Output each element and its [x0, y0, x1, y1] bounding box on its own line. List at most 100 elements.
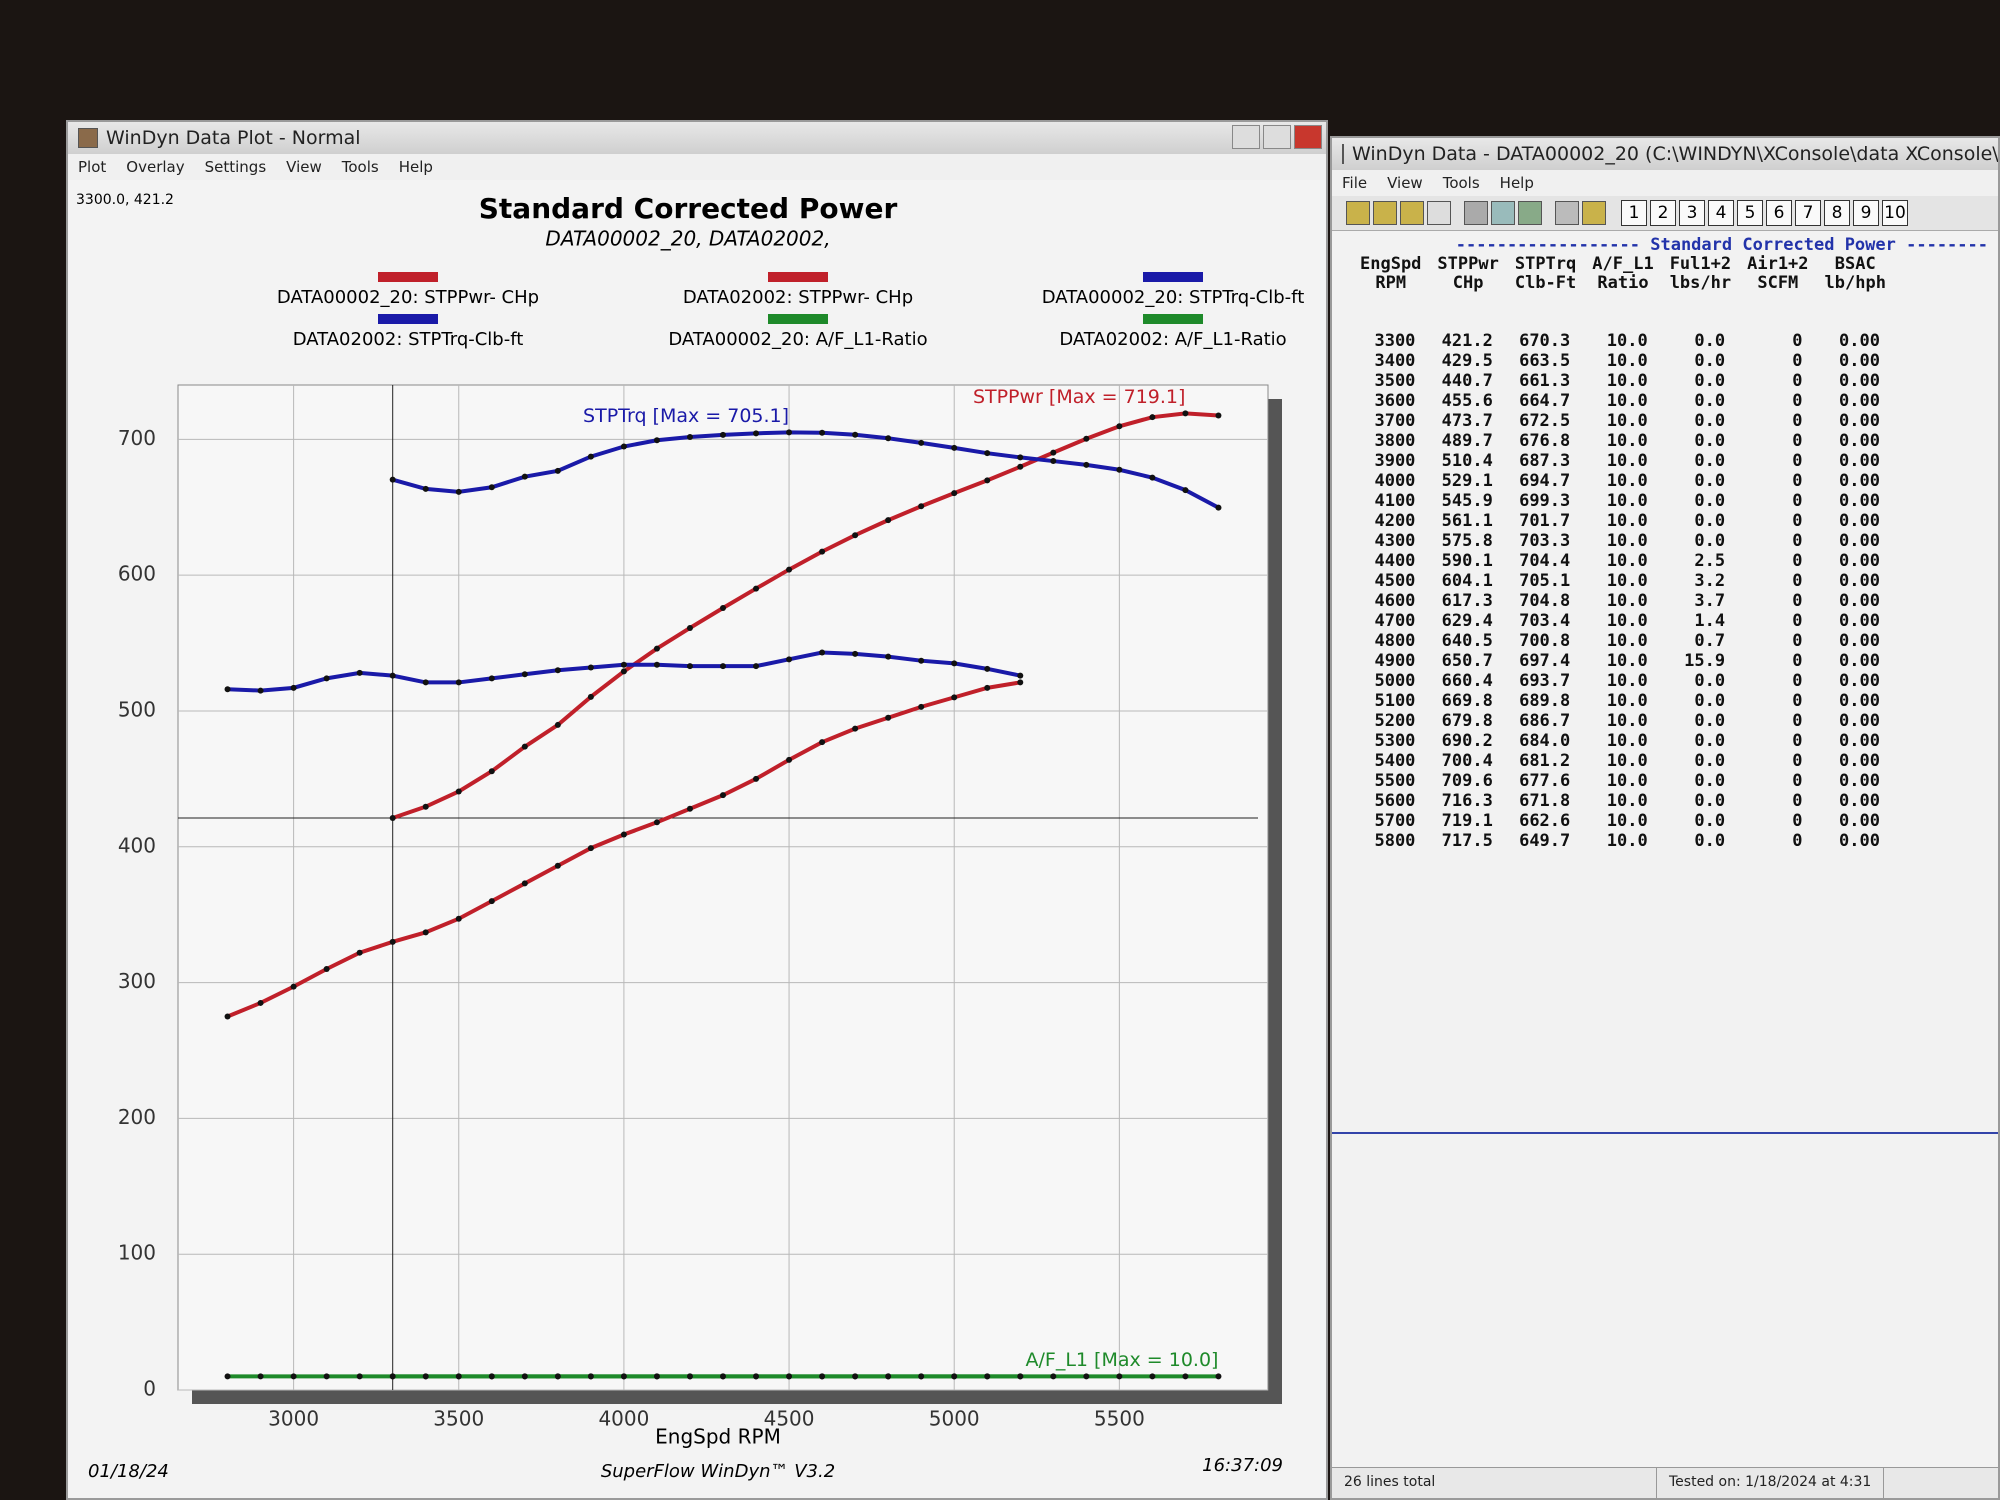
data-point	[323, 1373, 330, 1380]
table-cell: 693.7	[1519, 671, 1571, 691]
app-icon	[1342, 144, 1344, 164]
menu-item[interactable]: Plot	[78, 158, 107, 176]
menu-item[interactable]: Overlay	[126, 158, 185, 176]
title-bar: WinDyn Data Plot - Normal	[68, 122, 1326, 154]
table-cell: 0.00	[1839, 471, 1880, 491]
minimize-button[interactable]	[1232, 125, 1260, 149]
table-cell: 0.0	[1694, 451, 1726, 471]
table-cell: 10.0	[1606, 431, 1648, 451]
table-cell: 0.0	[1694, 831, 1726, 851]
tool-button[interactable]	[1464, 201, 1488, 225]
table-cell: 690.2	[1441, 731, 1493, 751]
table-cell: 440.7	[1441, 371, 1493, 391]
data-point	[753, 775, 760, 782]
page-button[interactable]: 7	[1795, 200, 1821, 226]
page-button[interactable]: 6	[1766, 200, 1792, 226]
page-button[interactable]: 2	[1650, 200, 1676, 226]
menu-item[interactable]: Settings	[204, 158, 267, 176]
page-button[interactable]: 5	[1737, 200, 1763, 226]
tool-button[interactable]	[1346, 201, 1370, 225]
close-button[interactable]	[1294, 125, 1322, 149]
table-cell: 703.4	[1519, 611, 1571, 631]
tool-button[interactable]	[1373, 201, 1397, 225]
table-cell: 10.0	[1606, 391, 1648, 411]
legend-label: DATA00002_20: STPPwr- CHp	[277, 287, 539, 308]
table-cell: 0	[1792, 351, 1803, 371]
data-point	[984, 684, 991, 691]
menu-item[interactable]: Help	[1499, 174, 1534, 192]
table-cell: 10.0	[1606, 551, 1648, 571]
table-cell: 5400	[1374, 751, 1416, 771]
y-tick-label: 0	[143, 1377, 156, 1401]
table-cell: 697.4	[1519, 651, 1571, 671]
data-point	[786, 656, 793, 663]
table-cell: 0.0	[1694, 351, 1726, 371]
page-button[interactable]: 3	[1679, 200, 1705, 226]
table-row: 4800 640.5 700.8 10.0 0.7 0 0.00	[1352, 631, 1894, 651]
data-point	[1017, 672, 1024, 679]
table-cell: 649.7	[1519, 831, 1571, 851]
table-cell: 0.0	[1694, 671, 1726, 691]
table-cell: 0	[1792, 711, 1803, 731]
data-point	[686, 624, 693, 631]
table-cell: 0.0	[1694, 811, 1726, 831]
data-point	[653, 437, 660, 444]
table-cell: 716.3	[1441, 791, 1493, 811]
y-tick-label: 200	[118, 1105, 156, 1129]
menu-item[interactable]: Help	[398, 158, 433, 176]
data-point	[653, 645, 660, 652]
table-caption: ------------------ Standard Corrected Po…	[1455, 235, 1988, 255]
data-window: WinDyn Data - DATA00002_20 (C:\WINDYN\XC…	[1330, 136, 2000, 1500]
data-point	[819, 739, 826, 746]
page-button[interactable]: 8	[1824, 200, 1850, 226]
data-point	[951, 660, 958, 667]
y-tick-label: 100	[118, 1241, 156, 1265]
table-cell: 650.7	[1441, 651, 1493, 671]
menu-item[interactable]: View	[286, 158, 322, 176]
tool-button[interactable]	[1555, 201, 1579, 225]
data-point	[686, 434, 693, 441]
table-cell: 0.0	[1694, 771, 1726, 791]
data-point	[554, 862, 561, 869]
data-point	[720, 431, 726, 438]
tool-button[interactable]	[1400, 201, 1424, 225]
data-point	[224, 1013, 231, 1020]
page-button[interactable]: 4	[1708, 200, 1734, 226]
table-cell: 4900	[1374, 651, 1416, 671]
tool-button[interactable]	[1491, 201, 1515, 225]
data-point	[653, 1373, 660, 1380]
table-cell: 662.6	[1519, 811, 1571, 831]
page-button[interactable]: 1	[1621, 200, 1647, 226]
table-cell: 704.4	[1519, 551, 1571, 571]
data-point	[1050, 458, 1057, 465]
menu-item[interactable]: Tools	[341, 158, 379, 176]
table-cell: 10.0	[1606, 751, 1648, 771]
maximize-button[interactable]	[1263, 125, 1291, 149]
table-row: 4100 545.9 699.3 10.0 0.0 0 0.00	[1352, 491, 1894, 511]
table-cell: 10.0	[1606, 471, 1648, 491]
data-point	[587, 664, 594, 671]
menu-item[interactable]: File	[1342, 174, 1368, 192]
table-cell: 3600	[1374, 391, 1416, 411]
tool-button[interactable]	[1518, 201, 1542, 225]
table-cell: 0.00	[1839, 371, 1880, 391]
page-button[interactable]: 10	[1882, 200, 1908, 226]
page-button[interactable]: 9	[1853, 200, 1879, 226]
table-cell: 3300	[1374, 331, 1416, 351]
table-caption-text: Standard Corrected Power	[1650, 235, 1896, 255]
table-cell: 669.8	[1441, 691, 1493, 711]
data-point	[521, 1373, 528, 1380]
tool-button[interactable]	[1427, 201, 1451, 225]
data-point	[554, 1373, 561, 1380]
legend-label: DATA00002_20: STPTrq-Clb-ft	[1042, 287, 1305, 308]
table-cell: 664.7	[1519, 391, 1571, 411]
table-cell: 3.7	[1694, 591, 1726, 611]
data-point	[885, 517, 892, 524]
menu-item[interactable]: Tools	[1442, 174, 1480, 192]
table-cell: 681.2	[1519, 751, 1571, 771]
table-cell: 703.3	[1519, 531, 1571, 551]
table-cell: 0	[1792, 811, 1803, 831]
menu-item[interactable]: View	[1387, 174, 1423, 192]
data-table: EngSpd STPPwr STPTrq A/F_L1 Ful1+2 Air1+2 BSAC…	[1352, 255, 1894, 852]
tool-button[interactable]	[1582, 201, 1606, 225]
